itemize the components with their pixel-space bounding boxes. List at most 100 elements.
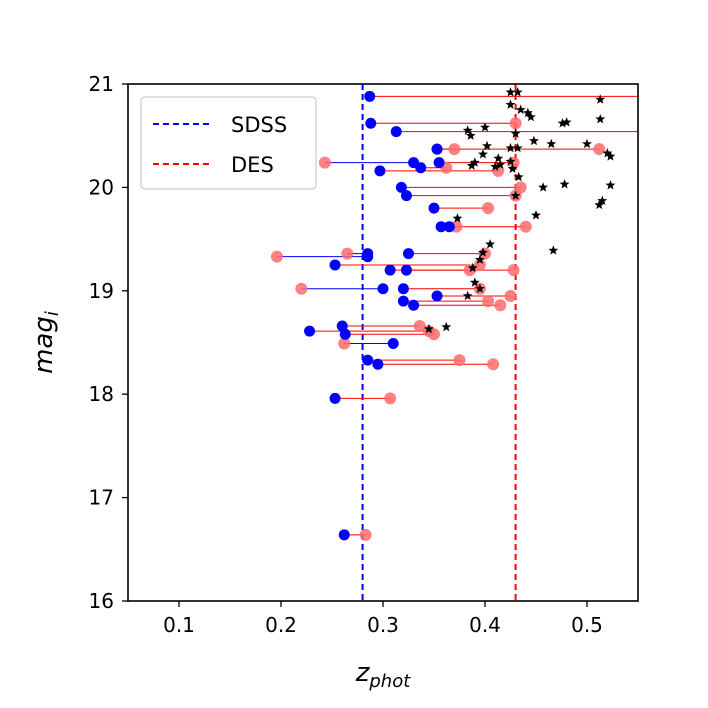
- sdss-point: [397, 283, 409, 295]
- sdss-point: [408, 299, 420, 311]
- des-only-star: [594, 199, 605, 210]
- des-only-star: [597, 195, 608, 206]
- des-only-star: [505, 156, 516, 166]
- des-only-star: [538, 182, 549, 192]
- des-only-star: [548, 245, 559, 255]
- sdss-point: [400, 264, 412, 276]
- x-tick-label: 0.4: [469, 613, 501, 637]
- connector-lines-layer: [276, 95, 638, 536]
- des-only-star: [512, 142, 523, 153]
- des-only-star: [423, 323, 434, 334]
- legend-label-sdss: SDSS: [231, 113, 287, 137]
- sdss-point: [362, 251, 374, 263]
- x-axis-label-sub: phot: [368, 671, 411, 692]
- x-axis-label: zphot: [355, 658, 412, 692]
- des-only-star: [505, 99, 516, 109]
- sdss-point: [362, 354, 374, 366]
- sdss-point: [443, 221, 455, 233]
- x-tick-label: 0.5: [571, 613, 603, 637]
- y-tick-label: 17: [89, 486, 114, 510]
- des-only-star: [557, 118, 568, 128]
- des-point: [473, 258, 486, 271]
- des-point: [359, 528, 372, 541]
- des-only-star: [466, 160, 477, 170]
- des-only-star: [513, 171, 524, 182]
- des-only-star: [605, 151, 616, 161]
- sdss-point: [374, 165, 386, 177]
- des-only-star: [482, 140, 492, 151]
- des-point: [338, 337, 351, 350]
- des-only-star: [490, 161, 501, 171]
- des-only-star: [495, 159, 506, 169]
- x-axis-label-base: z: [355, 658, 371, 688]
- des-only-star: [522, 107, 533, 118]
- sdss-point: [387, 338, 399, 350]
- x-axis-ticks: 0.1 0.2 0.3 0.4 0.5: [163, 601, 603, 637]
- sdss-point: [384, 264, 396, 276]
- sdss-point: [338, 529, 350, 541]
- sdss-point: [428, 202, 440, 214]
- legend-box: [140, 96, 317, 190]
- des-point: [482, 202, 495, 215]
- sdss-point: [377, 283, 389, 295]
- sdss-point: [433, 157, 445, 169]
- des-only-star: [561, 117, 572, 127]
- sdss-point: [329, 392, 341, 404]
- des-only-star: [478, 149, 488, 159]
- des-only-star: [546, 138, 557, 149]
- sdss-points-layer: [304, 90, 455, 541]
- des-only-stars-layer: [423, 87, 616, 334]
- des-point: [482, 295, 495, 308]
- y-axis-label: magi: [29, 311, 63, 374]
- des-point: [519, 220, 532, 233]
- des-only-star: [595, 94, 606, 104]
- des-only-star: [452, 213, 463, 223]
- sdss-point: [329, 259, 341, 271]
- sdss-point: [431, 290, 443, 302]
- sdss-point: [415, 162, 427, 174]
- y-tick-label: 18: [89, 382, 114, 406]
- des-point: [448, 143, 461, 156]
- y-tick-label: 16: [89, 589, 114, 613]
- des-only-star: [510, 190, 521, 200]
- des-only-star: [485, 239, 496, 249]
- des-only-star: [469, 277, 480, 287]
- sdss-point: [403, 248, 414, 260]
- des-point: [413, 319, 426, 332]
- sdss-point: [365, 117, 377, 129]
- sdss-point: [397, 295, 409, 307]
- y-axis-label-base: mag: [29, 316, 59, 374]
- sdss-point: [364, 90, 376, 102]
- reference-lines-layer: [361, 84, 517, 601]
- des-point: [504, 289, 517, 302]
- sdss-point: [400, 190, 412, 202]
- des-point: [384, 392, 397, 405]
- des-only-star: [467, 262, 478, 273]
- des-only-star: [515, 104, 526, 115]
- des-only-star: [525, 111, 536, 122]
- des-points-layer: [270, 117, 606, 541]
- des-point: [453, 354, 466, 367]
- des-only-star: [507, 163, 518, 173]
- des-point: [593, 143, 606, 156]
- x-tick-label: 0.3: [367, 613, 399, 637]
- des-point: [507, 264, 520, 277]
- des-only-star: [474, 283, 485, 293]
- des-point: [341, 247, 354, 260]
- y-axis-label-sub: i: [42, 311, 63, 316]
- des-only-star: [480, 122, 490, 132]
- des-only-star: [462, 125, 473, 135]
- des-only-star: [602, 148, 613, 158]
- des-only-star: [505, 142, 516, 153]
- des-only-star: [559, 179, 570, 189]
- des-only-star: [462, 290, 473, 301]
- sdss-point: [336, 320, 348, 332]
- des-only-star: [512, 87, 523, 97]
- des-point: [487, 358, 500, 371]
- des-only-star: [465, 130, 476, 140]
- x-tick-label: 0.2: [265, 613, 297, 637]
- sdss-point: [431, 143, 443, 155]
- legend: SDSS DES: [140, 96, 317, 190]
- y-tick-label: 21: [89, 72, 114, 96]
